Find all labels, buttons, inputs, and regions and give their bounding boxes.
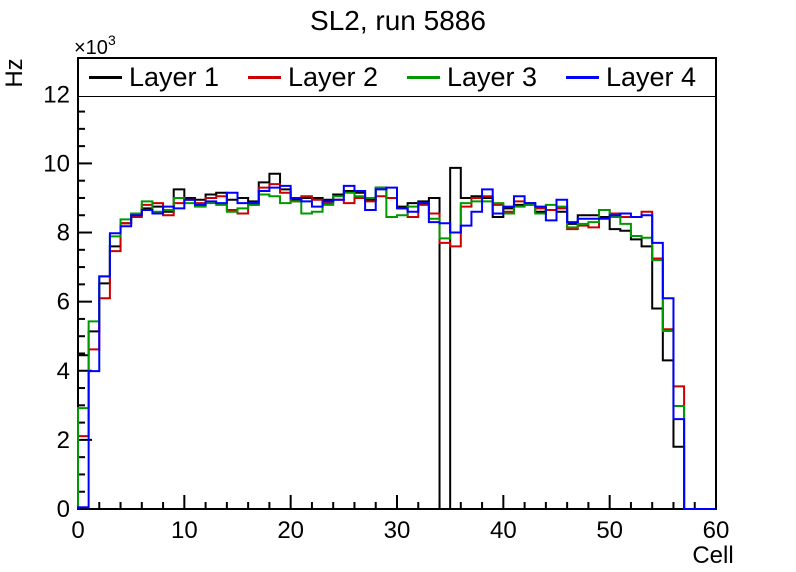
x-tick-label: 20 [277, 517, 304, 544]
legend-entry-label: Layer 2 [288, 62, 379, 92]
histogram-series [77, 166, 716, 510]
histogram-layer-3 [77, 186, 716, 510]
histogram-layer-4 [77, 184, 716, 510]
y-tick-label: 0 [57, 496, 70, 523]
legend-entry: Layer 1 [79, 64, 238, 91]
legend-entry: Layer 2 [238, 64, 397, 91]
x-tick-label: 10 [171, 517, 198, 544]
legend-line-sample [566, 76, 599, 79]
y-tick-label: 10 [43, 150, 70, 177]
legend-line-sample [89, 76, 122, 79]
y-axis-title: Hz [1, 58, 28, 87]
plot-frame [77, 57, 717, 510]
x-tick-label: 40 [490, 517, 517, 544]
y-axis-scale-label: ×103 [74, 32, 116, 59]
y-tick-label: 6 [57, 289, 70, 316]
y-tick-label: 12 [43, 81, 70, 108]
x-axis-title: Cell [692, 542, 733, 569]
x-tick-label: 0 [71, 517, 84, 544]
legend-line-sample [248, 76, 281, 79]
axis-ticks: 0 10 20 30 40 50 60 0 2 4 6 8 10 12 [43, 58, 730, 544]
y-tick-label: 8 [57, 220, 70, 247]
legend-entry: Layer 4 [556, 64, 715, 91]
x-tick-label: 30 [384, 517, 411, 544]
x-tick-label: 50 [596, 517, 623, 544]
legend-entry-label: Layer 4 [606, 62, 697, 92]
y-tick-label: 2 [57, 427, 70, 454]
legend-box: Layer 1 Layer 2 Layer 3 Layer 4 [78, 58, 716, 97]
legend-entry: Layer 3 [397, 64, 556, 91]
legend-entry-label: Layer 1 [129, 62, 220, 92]
chart-title: SL2, run 5886 [310, 5, 486, 36]
frame-border [77, 57, 717, 510]
legend-entry-label: Layer 3 [447, 62, 538, 92]
histogram-layer-2 [77, 183, 716, 510]
y-tick-label: 4 [57, 358, 70, 385]
legend-line-sample [407, 76, 440, 79]
x-tick-label: 60 [703, 517, 730, 544]
